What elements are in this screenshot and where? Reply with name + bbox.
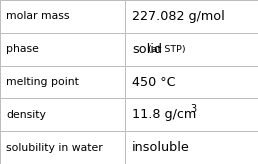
Text: melting point: melting point	[6, 77, 79, 87]
Text: phase: phase	[6, 44, 39, 54]
Text: 227.082 g/mol: 227.082 g/mol	[132, 10, 225, 23]
Text: (at STP): (at STP)	[145, 45, 186, 54]
Text: 450 °C: 450 °C	[132, 75, 176, 89]
Text: solid: solid	[132, 43, 162, 56]
Text: density: density	[6, 110, 46, 120]
Text: molar mass: molar mass	[6, 11, 69, 21]
Text: insoluble: insoluble	[132, 141, 190, 154]
Text: 3: 3	[190, 104, 196, 114]
Text: 11.8 g/cm: 11.8 g/cm	[132, 108, 196, 121]
Text: solubility in water: solubility in water	[6, 143, 103, 153]
